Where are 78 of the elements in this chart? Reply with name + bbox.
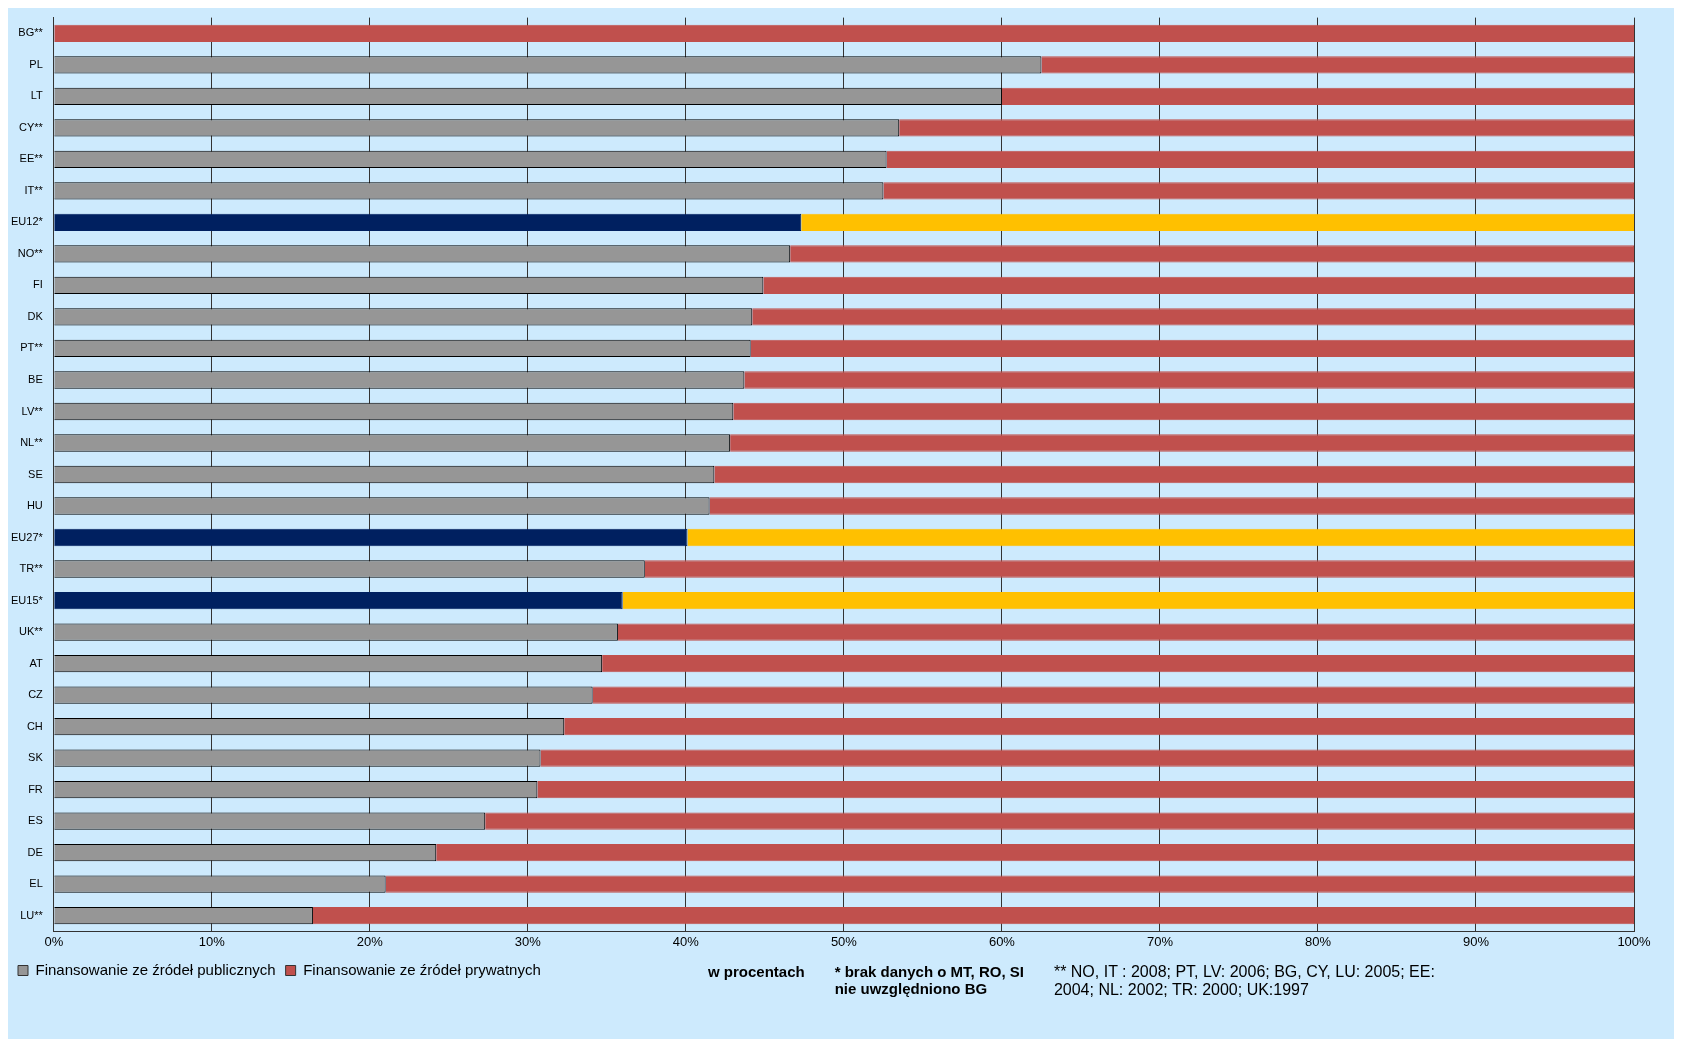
bar [883, 182, 1634, 200]
y-tick-label: PT** [20, 341, 44, 354]
y-tick-label: DK [27, 309, 44, 322]
bar [54, 213, 802, 232]
y-tick-label: NO** [17, 246, 44, 259]
bar [54, 528, 688, 547]
y-tick-label: SE [28, 467, 43, 480]
text: ** NO, IT : 2008; PT, LV: 2006; BG, CY, LU: 2005; EE: 2004; NL: 2002; TR: 2000; UK:1997 [1053, 963, 1436, 999]
text: * brak danych o MT, RO, SI [834, 963, 1024, 980]
bar [436, 843, 1634, 862]
x-tick-label: 90% [1462, 933, 1490, 949]
y-tick-label: NL** [20, 436, 44, 449]
y-tick-label: FR [28, 782, 43, 795]
y-tick-label: CY** [18, 120, 44, 133]
text: w procentach [708, 963, 805, 982]
y-tick-label: CH [26, 719, 43, 732]
y-tick-label: UK** [18, 625, 44, 638]
bar [54, 24, 1634, 43]
x-tick-label: 10% [198, 933, 226, 949]
y-tick-label: FI [33, 278, 43, 291]
bar [1041, 56, 1634, 74]
bar [750, 339, 1634, 358]
y-tick-label: BE [28, 373, 43, 385]
bar [312, 906, 1634, 925]
y-tick-label: PL [29, 57, 43, 70]
bar [709, 497, 1634, 515]
y-tick-label: SK [28, 751, 44, 764]
y-tick-label: TR** [19, 562, 44, 575]
x-tick-label: 100% [1617, 933, 1652, 949]
y-tick-label: EU15* [11, 593, 44, 606]
y-tick-label: LU** [20, 908, 44, 921]
bar [801, 213, 1634, 232]
bar [752, 308, 1634, 326]
bar [790, 245, 1634, 263]
y-tick-label: BG** [18, 26, 44, 39]
bar [730, 434, 1634, 452]
y-tick-label: ES [28, 814, 43, 827]
bar [886, 150, 1634, 169]
bar [763, 276, 1634, 295]
x-tick-label: 60% [988, 933, 1016, 949]
y-tick-label: LT [30, 89, 44, 102]
bar [644, 560, 1634, 578]
bar [540, 749, 1634, 767]
x-tick-label: 40% [672, 933, 700, 949]
bar [537, 780, 1634, 799]
bar [602, 654, 1634, 673]
y-tick-label: EU12* [11, 215, 44, 228]
y-tick-label: LV** [21, 404, 44, 417]
bar [687, 528, 1634, 547]
bar [714, 465, 1634, 484]
bar [1001, 87, 1634, 106]
y-tick-label: EU27* [11, 530, 44, 543]
y-tick-label: AT [29, 656, 44, 669]
bar [899, 119, 1634, 137]
bar [622, 591, 1634, 610]
y-tick-label: CZ [28, 688, 44, 701]
y-tick-label: DE [27, 845, 43, 858]
y-tick-label: IT** [24, 183, 44, 196]
x-tick-label: 80% [1304, 933, 1332, 949]
bar [592, 686, 1634, 704]
bar [54, 591, 623, 610]
legend-label: Finansowanie ze źródeł publicznych [35, 960, 276, 978]
x-tick-label: 20% [356, 933, 384, 949]
text: nie uwzględniono BG [834, 980, 989, 997]
y-tick-label: EL [29, 877, 43, 890]
bar [617, 623, 1634, 641]
bar [385, 875, 1634, 893]
bar [744, 371, 1634, 389]
y-tick-label: EE** [19, 152, 44, 165]
legend-label: Finansowanie ze źródeł prywatnych [303, 960, 541, 978]
x-tick-label: 30% [514, 933, 542, 949]
y-tick-label: HU [26, 499, 43, 512]
bar [485, 812, 1634, 830]
bar [733, 402, 1634, 421]
bar [564, 717, 1634, 736]
x-tick-label: 0% [44, 933, 64, 949]
x-tick-label: 50% [830, 933, 858, 949]
x-tick-label: 70% [1146, 933, 1174, 949]
